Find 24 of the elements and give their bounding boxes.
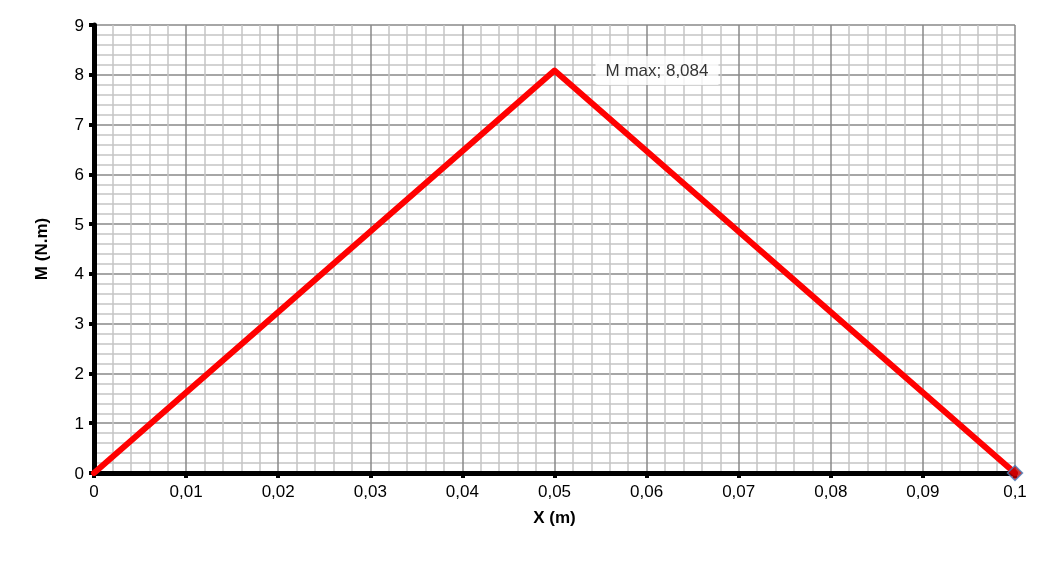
y-tick-label: 7 [74, 115, 84, 135]
y-tick-label: 9 [74, 15, 84, 35]
x-tick-label: 0,1 [1003, 482, 1027, 501]
y-tick-label: 3 [74, 314, 84, 334]
x-tick-label: 0,01 [169, 482, 203, 501]
y-axis-title: M (N.m) [32, 217, 51, 281]
x-tick-label: 0,02 [261, 482, 295, 501]
x-axis-title: X (m) [533, 508, 576, 527]
annotation: M max; 8,084 [605, 61, 709, 81]
x-tick-label: 0 [89, 482, 99, 501]
y-tick-label: 5 [74, 214, 84, 234]
x-tick-label: 0,09 [906, 482, 940, 501]
y-tick-label: 2 [74, 363, 84, 383]
x-tick-label: 0,03 [353, 482, 387, 501]
y-tick-label: 8 [74, 65, 84, 85]
y-tick-label: 1 [74, 413, 84, 433]
y-tick-label: 4 [74, 264, 84, 284]
x-tick-label: 0,05 [537, 482, 572, 501]
x-tick-label: 0,07 [722, 482, 756, 501]
x-tick-label: 0,08 [814, 482, 848, 501]
y-tick-label: 0 [74, 463, 84, 483]
x-tick-label: 0,06 [630, 482, 664, 501]
x-tick-label: 0,04 [445, 482, 479, 501]
y-tick-label: 6 [74, 164, 84, 184]
